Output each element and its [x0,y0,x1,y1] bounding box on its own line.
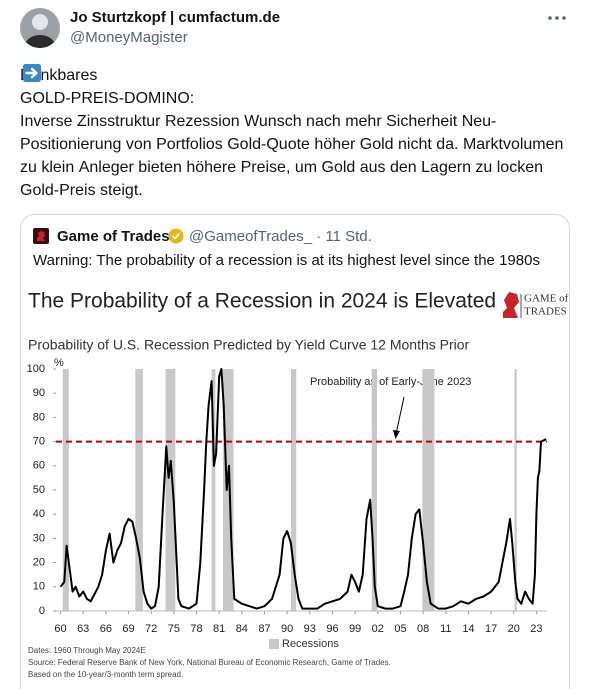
legend-swatch [269,639,279,649]
x-tick-label: 99 [349,623,361,635]
tweet-text: Anleger bieten höhere Preise, um Gold au… [78,159,543,176]
y-unit: % [54,357,64,369]
y-tick-label: 40 [33,508,45,520]
x-tick-label: 96 [326,623,338,635]
recession-band [422,369,435,611]
avatar-head [32,14,48,30]
y-tick-label: 0 [39,605,45,617]
y-tick-label: 70 [33,436,45,448]
x-tick-label: 78 [190,623,202,635]
x-tick-label: 23 [530,623,542,635]
recession-band [135,369,143,611]
tweet-body: Denkbares GOLD-PREIS-DOMINO: Inverse Zinss… [20,64,575,202]
recession-band [62,369,69,611]
recession-band [514,369,517,611]
footnote: Based on the 10-year/3-month term spread… [28,670,183,679]
y-tick-label: 80 [33,411,45,423]
x-tick-label: 66 [100,623,112,635]
x-tick-label: 14 [462,623,474,635]
x-tick-label: 11 [440,623,451,635]
logo-text: TRADES [524,306,567,318]
logo-text: GAME of [524,293,569,305]
x-tick-label: 87 [258,623,270,635]
chart-subtitle: Probability of U.S. Recession Predicted … [28,337,470,353]
recession-band [222,369,234,611]
annotation: Probability as of Early-June 2023 [310,376,471,388]
x-tick-label: 84 [236,623,248,635]
annotation-arrow [395,396,405,435]
x-tick-label: 08 [417,623,429,635]
annotation-arrowhead [393,430,400,439]
recession-band [371,369,378,611]
y-tick-label: 10 [33,581,45,593]
x-tick-label: 81 [213,623,225,635]
logo-knight [503,292,519,318]
chart-title: The Probability of a Recession in 2024 i… [28,290,496,313]
avatar-body [25,35,55,48]
tweet-text: Neu-Positionierung von Portfolios [20,113,497,153]
x-tick-label: 72 [145,623,157,635]
quote-meta: @GameofTrades_ · 11 Std. [189,228,372,245]
footnote: Dates: 1960 Through May 2024E [28,646,146,655]
footnote: Source: Federal Reserve Bank of New York… [28,658,391,667]
recession-band [211,369,216,611]
tweet-line: Denkbares [20,67,98,84]
x-tick-label: 69 [122,623,134,635]
tweet-line: GOLD-PREIS-DOMINO: [20,90,195,107]
x-tick-label: 60 [54,623,66,635]
quote-card[interactable] [20,214,570,689]
x-tick-label: 90 [281,623,293,635]
tweet-text: Gold nicht da. Marktvolumen zu klein [20,136,564,176]
author-name[interactable]: Jo Sturtzkopf | cumfactum.de [70,9,280,26]
recession-band [290,369,297,611]
x-tick-label: 63 [77,623,89,635]
legend-label: Recessions [282,638,339,650]
x-tick-label: 75 [168,623,180,635]
tweet-text: Rezession [164,113,240,130]
x-tick-label: 93 [304,623,316,635]
x-tick-label: 20 [508,623,520,635]
more-menu[interactable] [548,16,566,20]
verified-badge [168,228,184,244]
y-tick-label: 90 [33,387,45,399]
tweet-text: Gold-Preis steigt. [20,182,143,199]
y-tick-label: 20 [33,557,45,569]
arrow-emoji [23,64,41,82]
quote-avatar-icon [37,231,45,241]
y-tick-label: 30 [33,532,45,544]
x-tick-label: 17 [485,623,497,635]
tweet-text: Inverse Zinsstruktur [20,113,161,130]
verified-check [171,232,181,240]
quote-name: Game of Trades [57,228,170,245]
x-tick-label: 05 [394,623,406,635]
quote-text: Warning: The probability of a recession … [33,252,540,269]
probability-line [59,368,547,610]
y-tick-label: 50 [33,484,45,496]
tweet-paragraph: Inverse Zinsstruktur Rezession Wunsch na… [20,64,575,202]
tweet-text: Wunsch nach mehr Sicherheit [244,113,458,130]
y-tick-label: 60 [33,460,45,472]
author-handle[interactable]: @MoneyMagister [70,29,188,46]
tweet-text: Gold-Quote höher [227,136,356,153]
y-tick-label: 100 [27,363,45,375]
recession-band [165,369,176,611]
x-tick-label: 02 [372,623,384,635]
